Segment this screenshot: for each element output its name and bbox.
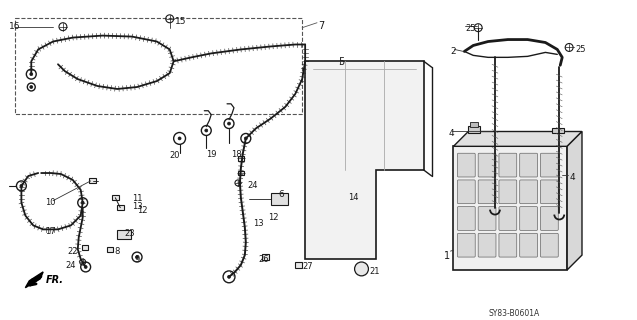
Text: 20: 20	[169, 151, 180, 160]
FancyBboxPatch shape	[540, 233, 558, 257]
Text: 22: 22	[68, 247, 78, 256]
Text: 17: 17	[45, 228, 56, 236]
Bar	[271, 193, 289, 205]
Circle shape	[174, 132, 185, 144]
Text: 18: 18	[231, 150, 241, 159]
Text: 12: 12	[269, 212, 279, 221]
Circle shape	[227, 122, 231, 125]
Text: 19: 19	[206, 150, 217, 159]
Circle shape	[136, 256, 139, 259]
FancyBboxPatch shape	[520, 233, 538, 257]
FancyBboxPatch shape	[499, 153, 517, 177]
Circle shape	[224, 119, 234, 129]
Circle shape	[245, 137, 247, 140]
Bar	[82, 245, 88, 250]
Circle shape	[26, 69, 36, 79]
Bar	[346, 203, 353, 209]
Bar	[89, 179, 96, 183]
Text: 21: 21	[369, 267, 380, 276]
FancyBboxPatch shape	[520, 180, 538, 204]
FancyBboxPatch shape	[478, 153, 496, 177]
Circle shape	[20, 184, 23, 188]
Circle shape	[227, 275, 231, 278]
Text: 11: 11	[132, 194, 143, 203]
FancyBboxPatch shape	[457, 207, 475, 230]
Circle shape	[30, 73, 32, 76]
Bar	[15, 18, 302, 114]
Text: 2: 2	[450, 47, 456, 56]
Bar	[238, 156, 244, 161]
FancyBboxPatch shape	[520, 207, 538, 230]
Circle shape	[17, 181, 26, 191]
FancyBboxPatch shape	[478, 180, 496, 204]
Text: 26: 26	[259, 255, 269, 264]
Bar	[117, 205, 124, 210]
Polygon shape	[305, 61, 424, 259]
Circle shape	[78, 198, 88, 208]
FancyBboxPatch shape	[499, 233, 517, 257]
Circle shape	[132, 252, 142, 262]
Text: 13: 13	[253, 220, 263, 228]
Polygon shape	[454, 132, 582, 146]
Text: 25: 25	[465, 24, 476, 33]
Polygon shape	[567, 132, 582, 270]
FancyBboxPatch shape	[499, 180, 517, 204]
Bar	[468, 125, 480, 133]
Circle shape	[81, 262, 90, 272]
Text: 4: 4	[448, 129, 454, 138]
FancyBboxPatch shape	[540, 207, 558, 230]
FancyBboxPatch shape	[540, 153, 558, 177]
Bar	[117, 230, 131, 239]
Text: 6: 6	[278, 190, 284, 199]
Text: SY83-B0601A: SY83-B0601A	[488, 309, 540, 318]
Text: 5: 5	[338, 57, 344, 67]
FancyBboxPatch shape	[457, 233, 475, 257]
Circle shape	[81, 201, 84, 204]
Circle shape	[223, 271, 235, 283]
Text: 16: 16	[8, 22, 20, 31]
FancyBboxPatch shape	[457, 180, 475, 204]
FancyBboxPatch shape	[478, 233, 496, 257]
Text: FR.: FR.	[46, 275, 64, 285]
Circle shape	[27, 83, 35, 91]
Bar	[262, 254, 269, 260]
Text: 27: 27	[302, 262, 313, 271]
Circle shape	[205, 129, 208, 132]
Text: 13: 13	[132, 202, 143, 211]
FancyBboxPatch shape	[478, 207, 496, 230]
Text: 10: 10	[45, 198, 55, 207]
FancyBboxPatch shape	[520, 153, 538, 177]
Text: 24: 24	[248, 181, 259, 190]
Text: 23: 23	[124, 229, 135, 238]
Polygon shape	[25, 272, 43, 288]
Bar	[552, 128, 564, 133]
Circle shape	[355, 262, 368, 276]
Text: 14: 14	[348, 193, 358, 202]
Bar	[112, 195, 118, 200]
Bar	[454, 146, 567, 270]
Bar	[108, 247, 113, 252]
FancyBboxPatch shape	[457, 153, 475, 177]
Circle shape	[30, 85, 32, 89]
Circle shape	[201, 125, 211, 135]
FancyBboxPatch shape	[540, 180, 558, 204]
Text: 8: 8	[114, 247, 120, 256]
Bar	[470, 122, 478, 126]
Text: 24: 24	[66, 261, 76, 270]
FancyBboxPatch shape	[499, 207, 517, 230]
Text: 12: 12	[137, 206, 148, 215]
Circle shape	[84, 266, 87, 268]
Text: 15: 15	[175, 17, 186, 26]
Bar	[238, 171, 244, 175]
Circle shape	[241, 133, 251, 143]
Text: 1: 1	[443, 251, 450, 261]
Circle shape	[178, 137, 181, 140]
Bar	[295, 262, 302, 268]
Text: 4: 4	[569, 173, 575, 182]
Text: 9: 9	[134, 255, 140, 264]
Bar	[336, 193, 343, 199]
Text: 25: 25	[575, 45, 585, 54]
Text: 7: 7	[318, 21, 324, 31]
